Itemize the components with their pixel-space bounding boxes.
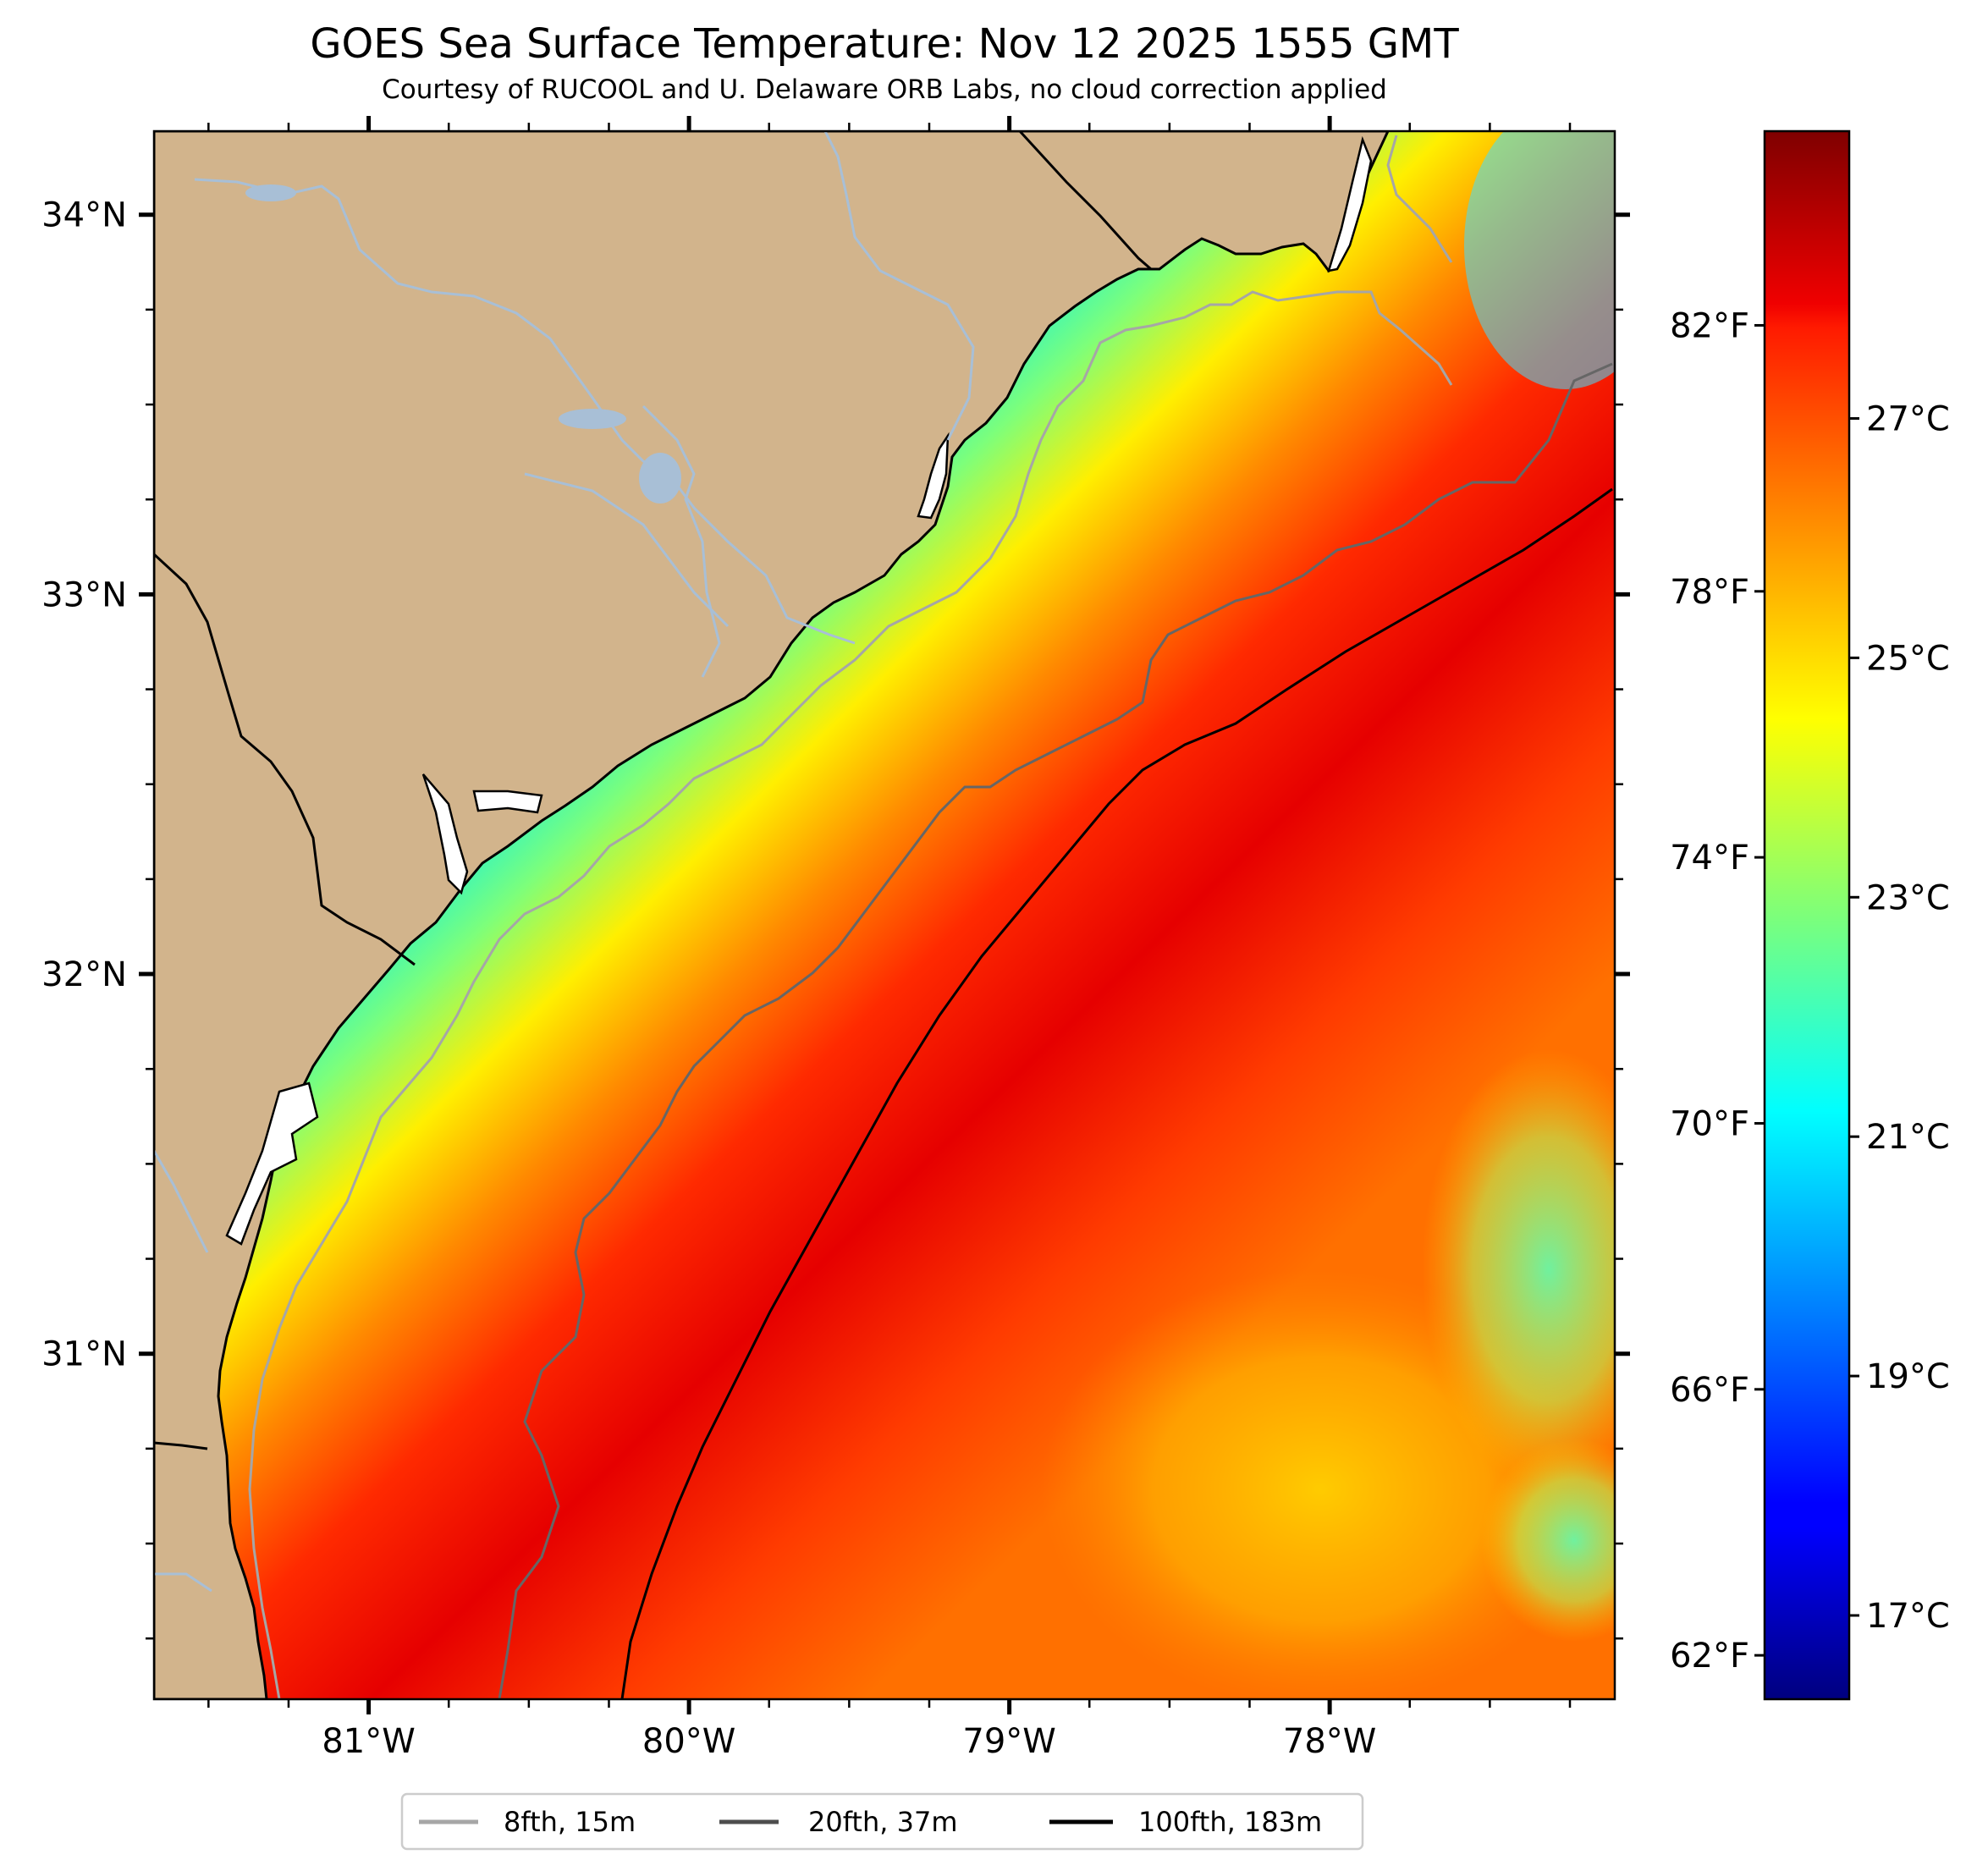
colorbar-c-label: 23°C — [1866, 878, 1950, 917]
land — [154, 131, 1390, 1699]
isobath-100fth-183m — [620, 487, 1613, 1699]
colorbar-f-label: 82°F — [1670, 306, 1749, 345]
state-border-sc-ga — [154, 553, 416, 966]
colorbar-f-label: 62°F — [1670, 1637, 1749, 1676]
colorbar-c-label: 25°C — [1866, 639, 1950, 678]
cool-patch-southeast — [1481, 1439, 1615, 1642]
state-border-nc-sc — [1018, 131, 1152, 271]
winyah-bay-inlet — [917, 432, 950, 520]
rivers — [154, 131, 975, 1593]
cool-patch-east — [1422, 1049, 1615, 1489]
colorbar: 62°F 66°F 70°F 74°F 78°F 82°F 17°C 19°C 21°C 23°C… — [1670, 129, 1950, 1701]
legend-label-100fth: 100fth, 183m — [1138, 1806, 1322, 1838]
map-frame — [152, 129, 1616, 1701]
map-axes: 81°W 80°W 79°W 78°W 34°N 33°N 32°N 31°N — [41, 116, 1630, 1761]
y-tick-label: 33°N — [41, 575, 127, 614]
colorbar-f-label: 74°F — [1670, 839, 1749, 878]
legend-label-20fth: 20fth, 37m — [808, 1806, 957, 1838]
cool-patch-northeast — [1464, 131, 1615, 389]
colorbar-f-label: 66°F — [1670, 1371, 1749, 1410]
georgia-sounds — [225, 1081, 319, 1246]
y-tick-label: 34°N — [41, 196, 127, 235]
x-tick-label: 78°W — [1283, 1722, 1376, 1761]
legend-box — [400, 1792, 1364, 1851]
legend-label-8fth: 8fth, 15m — [504, 1806, 636, 1838]
cape-fear-estuary — [1327, 135, 1373, 272]
colorbar-gradient — [1763, 129, 1851, 1701]
colorbar-c-label: 17°C — [1866, 1597, 1950, 1636]
colorbar-c-label: 19°C — [1866, 1357, 1950, 1396]
y-tick-label: 31°N — [41, 1335, 127, 1374]
st-helena-sound — [472, 790, 543, 814]
colorbar-f-label: 78°F — [1670, 573, 1749, 612]
isobath-legend: 8fth, 15m 20fth, 37m 100fth, 183m — [400, 1792, 1364, 1851]
port-royal-sound — [421, 773, 469, 895]
isobath-8fth-15m — [248, 135, 1453, 1699]
map-title: GOES Sea Surface Temperature: Nov 12 202… — [310, 20, 1459, 68]
x-tick-label: 80°W — [642, 1722, 735, 1761]
map-panel — [154, 131, 1615, 1699]
isobath-20fth-37m — [498, 362, 1613, 1699]
x-tick-label: 79°W — [962, 1722, 1055, 1761]
reservoirs — [245, 184, 681, 504]
state-border-ga-fl — [154, 1441, 208, 1450]
colorbar-c-label: 27°C — [1866, 399, 1950, 438]
y-tick-label: 32°N — [41, 955, 127, 994]
colorbar-f-label: 70°F — [1670, 1104, 1749, 1143]
colorbar-ticks: 62°F 66°F 70°F 74°F 78°F 82°F 17°C 19°C 21°C 23°C… — [1670, 306, 1950, 1676]
colorbar-c-label: 21°C — [1866, 1118, 1950, 1157]
map-subtitle: Courtesy of RUCOOL and U. Delaware ORB L… — [382, 74, 1387, 105]
x-tick-label: 81°W — [322, 1722, 415, 1761]
